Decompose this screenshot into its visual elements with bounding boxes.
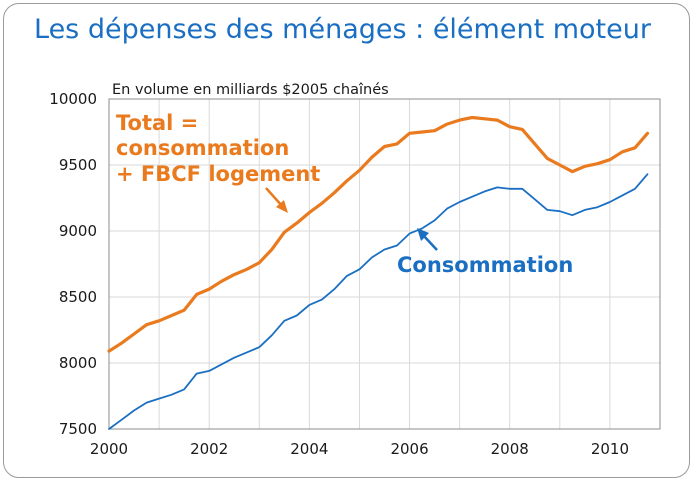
chart-subtitle: En volume en milliards $2005 chaînés [112, 82, 389, 98]
x-axis: 2000 2002 2004 2006 2008 2010 [90, 440, 629, 458]
plot-border [108, 98, 661, 430]
arrowhead-total [276, 200, 288, 213]
x-tick-label: 2008 [491, 440, 529, 458]
y-tick-label: 7500 [59, 420, 97, 438]
y-tick-label: 8000 [59, 354, 97, 372]
series-lines [107, 115, 650, 430]
series-line-consommation [108, 173, 649, 430]
arrowhead-consommation [417, 228, 429, 241]
y-tick-label: 9500 [59, 156, 97, 174]
x-tick-label: 2002 [190, 440, 228, 458]
x-tick-label: 2010 [591, 440, 629, 458]
x-tick-label: 2000 [90, 440, 128, 458]
annotation-total-line: Total = [116, 111, 198, 135]
annotation-consommation: Consommation [397, 253, 573, 277]
series-line-total [107, 115, 650, 353]
arrow-consommation [422, 234, 438, 251]
y-tick-label: 10000 [49, 90, 97, 108]
chart-frame: Les dépenses des ménages : élément moteu… [3, 3, 690, 478]
y-tick-label: 9000 [59, 222, 97, 240]
annotation-total-line: consommation [116, 136, 289, 160]
x-tick-label: 2006 [390, 440, 428, 458]
page-title: Les dépenses des ménages : élément moteu… [34, 14, 651, 45]
y-axis: 7500 8000 8500 9000 9500 10000 [49, 90, 97, 438]
y-tick-label: 8500 [59, 288, 97, 306]
annotation-total-line: + FBCF logement [116, 162, 320, 186]
x-tick-label: 2004 [290, 440, 328, 458]
annotations: Total =consommation+ FBCF logement Consom… [116, 111, 573, 277]
